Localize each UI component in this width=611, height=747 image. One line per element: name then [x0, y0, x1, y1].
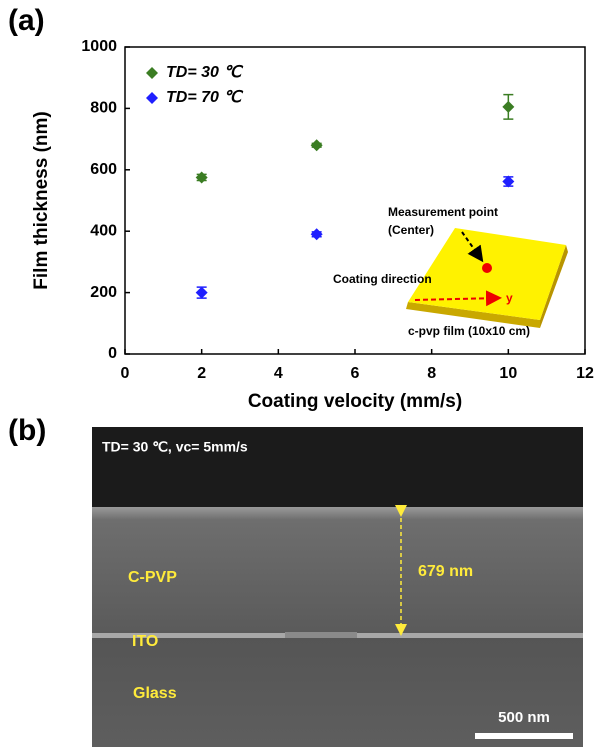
y-axis-label: Film thickness (nm): [31, 111, 52, 289]
x-tick-label: 0: [121, 365, 130, 382]
pvp-layer: [92, 507, 583, 635]
point: [195, 171, 208, 184]
point: [502, 175, 515, 188]
thickness: 679 nm: [418, 563, 473, 580]
plate-edge: [406, 302, 540, 328]
x-tick-label: 6: [351, 365, 360, 382]
x-axis-label: Coating velocity (mm/s): [248, 391, 462, 412]
y-tick-label: 400: [90, 222, 117, 239]
condition: TD= 30 ℃, vc= 5mm/s: [102, 439, 248, 455]
layer-label: Glass: [133, 685, 177, 702]
point: [195, 286, 208, 299]
legend-label: TD= 70 ℃: [166, 89, 243, 106]
layer-label: C-PVP: [128, 569, 177, 586]
annotation: (Center): [388, 223, 434, 237]
y-tick-label: 800: [90, 100, 117, 117]
measure-dot: [482, 263, 492, 273]
glass-layer: [92, 638, 583, 747]
annotation: y: [506, 291, 513, 305]
legend-marker: [146, 92, 158, 104]
scale-label: 500 nm: [498, 709, 550, 726]
arrow: [461, 231, 484, 263]
annotation: Coating direction: [333, 272, 432, 286]
panel-label: (b): [8, 414, 46, 447]
annotation: Measurement point: [388, 205, 498, 219]
panel-label: (a): [8, 4, 45, 37]
annotation: c-pvp film (10x10 cm): [408, 324, 530, 338]
legend-label: TD= 30 ℃: [166, 64, 243, 81]
x-tick-label: 8: [427, 365, 436, 382]
inset: Measurement point (Center) Coating direc…: [333, 205, 568, 338]
point: [310, 139, 323, 152]
x-tick-label: 4: [274, 365, 283, 382]
y-tick-label: 1000: [81, 38, 117, 55]
sem-image: TD= 30 ℃, vc= 5mm/s 679 nm C-PVP ITO Gla…: [92, 427, 583, 747]
y-tick-label: 600: [90, 161, 117, 178]
arrow: [414, 290, 502, 307]
plate-edge: [540, 245, 568, 328]
y-tick-label: 200: [90, 284, 117, 301]
x-tick-label: 10: [499, 365, 517, 382]
x-tick-label: 2: [197, 365, 206, 382]
ito-feature: [285, 632, 357, 638]
y-tick-label: 0: [108, 345, 117, 362]
point: [502, 100, 515, 113]
plate: [408, 228, 566, 320]
legend-marker: [146, 67, 158, 79]
point: [310, 228, 323, 241]
layer-label: ITO: [132, 633, 158, 650]
x-tick-label: 12: [576, 365, 594, 382]
scale-bar: [475, 733, 573, 739]
